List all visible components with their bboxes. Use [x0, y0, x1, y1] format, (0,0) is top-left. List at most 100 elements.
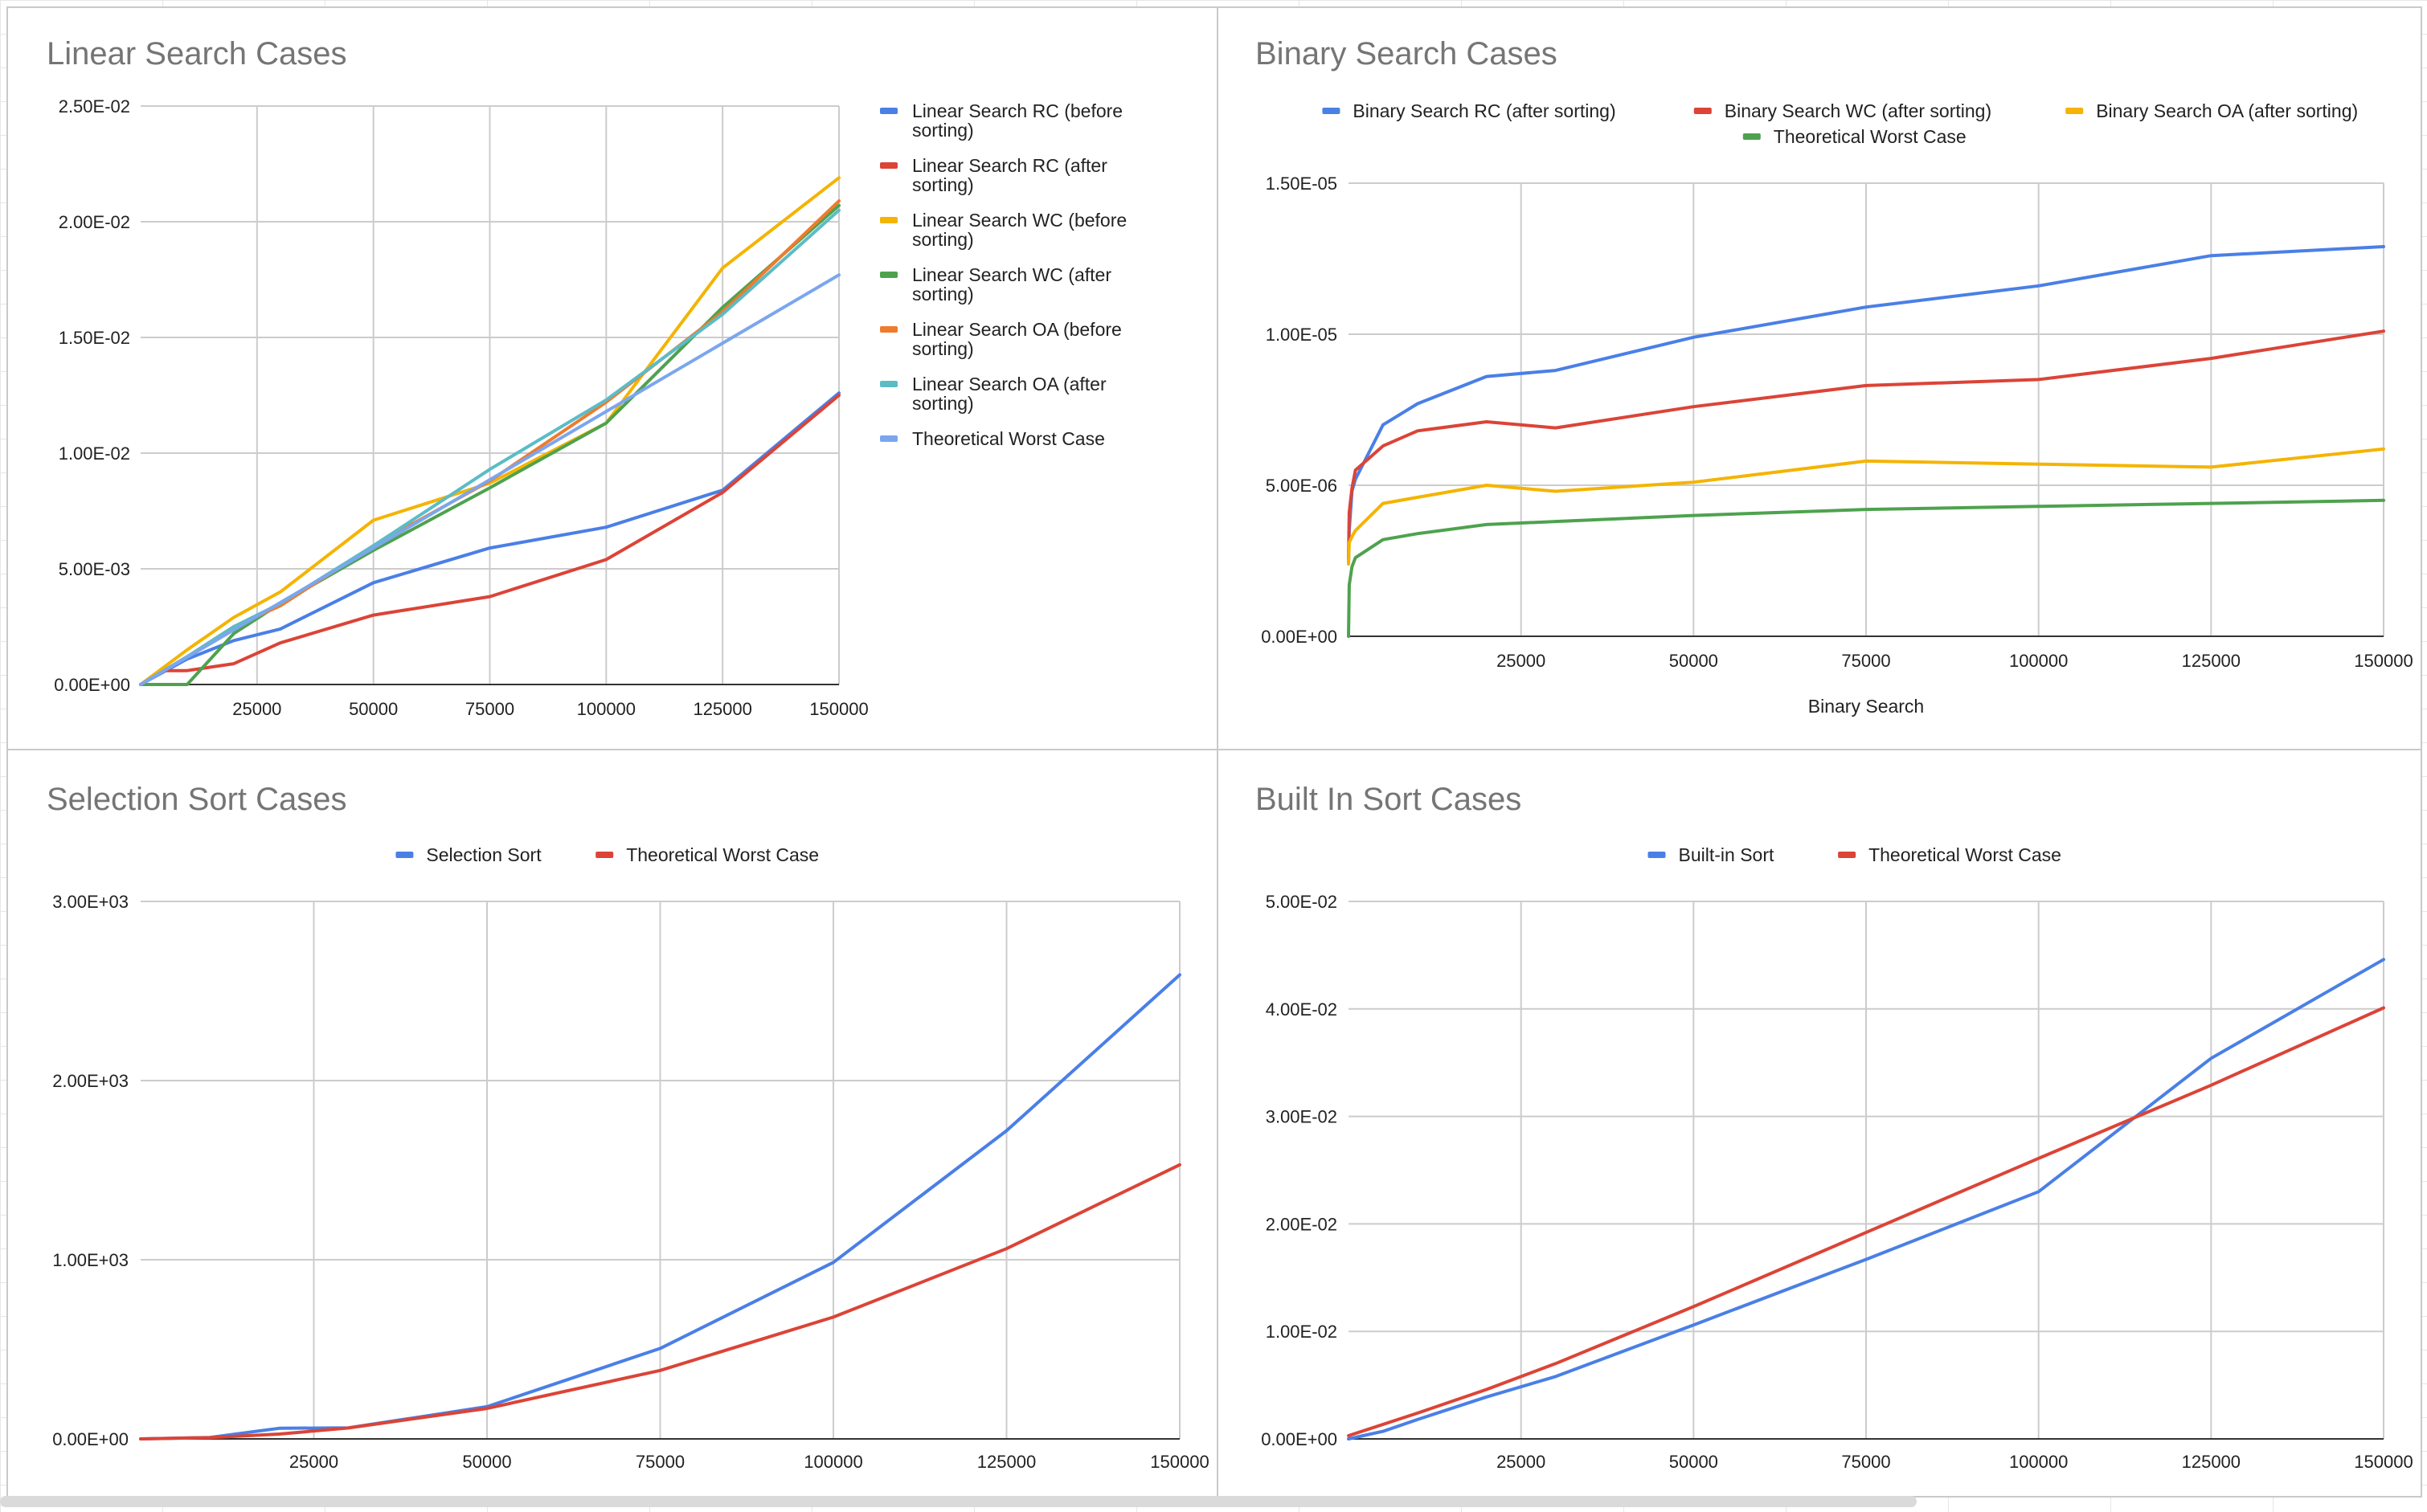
legend-label: Theoretical Worst Case: [1774, 126, 1967, 147]
y-tick-label: 3.00E-02: [1266, 1107, 1337, 1127]
series-line-2: [139, 394, 841, 686]
y-tick-label: 0.00E+00: [1261, 627, 1337, 647]
legend-swatch: [595, 852, 614, 858]
x-tick-label: 75000: [1841, 651, 1890, 671]
series-line-3: [1347, 447, 2385, 566]
y-tick-label: 1.00E-02: [59, 443, 130, 464]
legend-label: Binary Search WC (after sorting): [1725, 100, 1991, 121]
y-tick-label: 2.00E-02: [59, 212, 130, 232]
legend-swatch: [880, 108, 898, 114]
series-line-2: [139, 1163, 1181, 1440]
y-tick-label: 0.00E+00: [52, 1429, 129, 1449]
x-axis-title: Binary Search: [1808, 696, 1924, 717]
y-tick-label: 1.00E-02: [1266, 1322, 1337, 1342]
series-line-2: [1347, 329, 2385, 562]
legend-swatch: [1322, 108, 1340, 114]
x-tick-label: 75000: [636, 1452, 685, 1472]
legend-label: Binary Search RC (after sorting): [1353, 100, 1615, 121]
legend-label: Linear Search WC (after sorting): [912, 264, 1111, 304]
x-tick-label: 100000: [577, 699, 636, 719]
x-tick-label: 50000: [349, 699, 398, 719]
legend-label: Linear Search OA (before sorting): [912, 319, 1122, 359]
chart-title: Selection Sort Cases: [47, 782, 347, 817]
chart-svg: Built In Sort Cases 0.00E+00 1.00E-02 2.00E…: [1255, 782, 2413, 1472]
y-tick-label: 1.50E-05: [1266, 174, 1337, 194]
y-tick-label: 5.00E-03: [59, 559, 130, 579]
x-tick-label: 50000: [1669, 1452, 1718, 1472]
chart-title: Linear Search Cases: [47, 36, 347, 72]
legend-label: Binary Search OA (after sorting): [2096, 100, 2358, 121]
legend-label: Theoretical Worst Case: [912, 428, 1105, 449]
y-tick-label: 2.00E-02: [1266, 1214, 1337, 1234]
x-tick-label: 100000: [2009, 1452, 2068, 1472]
series-line-7: [139, 273, 841, 686]
legend-swatch: [1693, 108, 1712, 114]
legend-label: Selection Sort: [426, 844, 542, 865]
x-tick-label: 75000: [1841, 1452, 1890, 1472]
y-tick-label: 4.00E-02: [1266, 999, 1337, 1020]
x-tick-label: 125000: [977, 1452, 1036, 1472]
legend-label: Theoretical Worst Case: [626, 844, 819, 865]
x-tick-label: 100000: [2009, 651, 2068, 671]
chart-panel-binary-search[interactable]: Binary Search Cases 0.00E+00 5.00E-06 1.00E…: [1217, 6, 2422, 750]
x-tick-label: 50000: [1669, 651, 1718, 671]
legend-swatch: [1838, 852, 1856, 858]
legend-label: Linear Search RC (after sorting): [912, 155, 1107, 195]
x-tick-label: 50000: [462, 1452, 511, 1472]
chart-svg: Selection Sort Cases 0.00E+00 1.00E+03 2.00…: [47, 782, 1209, 1472]
legend-swatch: [880, 162, 898, 169]
x-tick-label: 150000: [1150, 1452, 1209, 1472]
x-tick-label: 25000: [1496, 651, 1545, 671]
series-line-3: [139, 176, 841, 686]
x-tick-label: 25000: [289, 1452, 338, 1472]
legend-swatch: [880, 381, 898, 387]
x-tick-label: 125000: [693, 699, 751, 719]
legend-swatch: [880, 217, 898, 223]
x-tick-label: 125000: [2182, 1452, 2241, 1472]
legend-swatch: [880, 435, 898, 442]
x-tick-label: 150000: [809, 699, 868, 719]
chart-title: Built In Sort Cases: [1255, 782, 1521, 817]
legend-swatch: [1742, 133, 1761, 140]
y-tick-label: 0.00E+00: [54, 675, 130, 695]
legend-label: Linear Search RC (before sorting): [912, 100, 1123, 141]
y-tick-label: 2.50E-02: [59, 96, 130, 116]
y-tick-label: 5.00E-02: [1266, 892, 1337, 912]
x-tick-label: 150000: [2354, 1452, 2413, 1472]
legend-label: Linear Search OA (after sorting): [912, 374, 1107, 414]
chart-panel-linear-search[interactable]: Linear Search Cases 0.00E+00 5.00E-03 1.00E…: [6, 6, 1218, 750]
series-line-4: [1347, 498, 2385, 638]
legend-swatch: [1647, 852, 1666, 858]
horizontal-scrollbar[interactable]: [0, 1496, 1917, 1507]
x-tick-label: 25000: [1496, 1452, 1545, 1472]
chart-svg: Binary Search Cases 0.00E+00 5.00E-06 1.00E…: [1255, 36, 2413, 717]
legend-label: Built-in Sort: [1679, 844, 1774, 865]
series-line-1: [139, 391, 841, 686]
series-line-1: [1347, 958, 2385, 1440]
x-tick-label: 75000: [465, 699, 514, 719]
series-line-1: [139, 973, 1181, 1440]
x-tick-label: 150000: [2354, 651, 2413, 671]
y-tick-label: 1.00E+03: [52, 1250, 129, 1270]
y-tick-label: 1.00E-05: [1266, 325, 1337, 345]
legend-swatch: [395, 852, 414, 858]
chart-panel-selection-sort[interactable]: Selection Sort Cases 0.00E+00 1.00E+03 2.00…: [6, 749, 1218, 1498]
y-tick-label: 3.00E+03: [52, 892, 129, 912]
x-tick-label: 25000: [232, 699, 281, 719]
y-tick-label: 2.00E+03: [52, 1071, 129, 1091]
legend-label: Linear Search WC (before sorting): [912, 210, 1127, 250]
x-tick-label: 100000: [804, 1452, 862, 1472]
y-tick-label: 1.50E-02: [59, 328, 130, 348]
legend-swatch: [880, 326, 898, 333]
series-line-4: [139, 203, 841, 686]
y-tick-label: 0.00E+00: [1261, 1429, 1337, 1449]
legend-swatch: [2065, 108, 2084, 114]
series-line-2: [1347, 1006, 2385, 1437]
chart-panel-built-in-sort[interactable]: Built In Sort Cases 0.00E+00 1.00E-02 2.00E…: [1217, 749, 2422, 1498]
y-tick-label: 5.00E-06: [1266, 476, 1337, 496]
legend-swatch: [880, 272, 898, 278]
legend-label: Theoretical Worst Case: [1868, 844, 2061, 865]
x-tick-label: 125000: [2182, 651, 2241, 671]
chart-svg: Linear Search Cases 0.00E+00 5.00E-03 1.00E…: [47, 36, 1127, 719]
chart-title: Binary Search Cases: [1255, 36, 1557, 72]
